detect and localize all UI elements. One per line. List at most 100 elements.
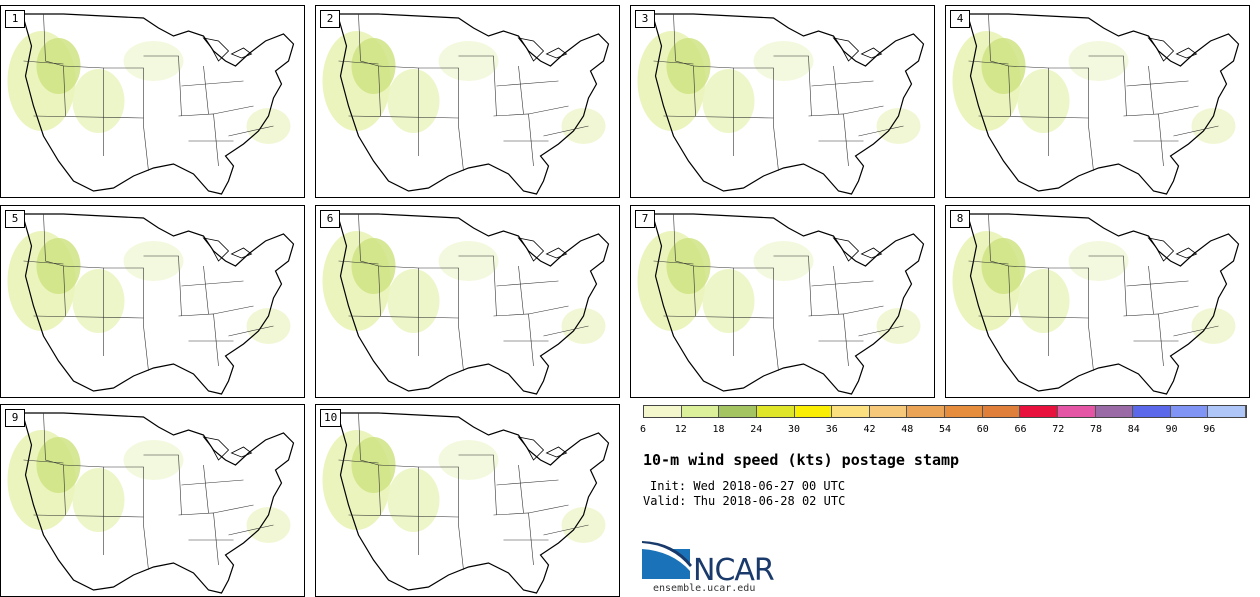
state-border: [33, 315, 144, 319]
state-border: [203, 265, 209, 315]
state-border: [773, 125, 779, 172]
state-border: [978, 115, 1089, 119]
member-panel-7[interactable]: 7: [630, 205, 935, 398]
wind-shading-region: [246, 108, 291, 144]
state-border: [493, 512, 534, 566]
coastline: [8, 412, 295, 594]
member-panel-8[interactable]: 8: [945, 205, 1250, 398]
state-border: [1158, 105, 1199, 115]
state-border: [338, 459, 379, 464]
coastline: [953, 213, 1240, 395]
state-border: [418, 466, 459, 525]
state-border: [1123, 113, 1164, 167]
wind-shading-region: [981, 38, 1026, 94]
state-border: [773, 325, 779, 372]
conus-map: [7, 213, 295, 395]
ncar-logo-icon[interactable]: [642, 541, 792, 585]
state-border: [1148, 265, 1154, 315]
member-label: 3: [635, 10, 655, 28]
state-border: [143, 255, 182, 317]
colorbar-tick-label: 90: [1165, 424, 1178, 435]
wind-shading-region: [387, 269, 440, 333]
wind-shading-region: [246, 507, 291, 543]
colorbar-segment: [719, 406, 757, 417]
colorbar-segment: [869, 406, 908, 417]
wind-shading-region: [72, 468, 125, 532]
conus-map: [7, 412, 295, 594]
state-border: [528, 504, 569, 514]
state-border: [773, 255, 812, 317]
wind-shading-region: [1191, 108, 1236, 144]
wind-shading-region: [387, 69, 440, 133]
state-border: [968, 260, 1009, 265]
state-border: [458, 125, 464, 172]
logo-url[interactable]: ensemble.ucar.edu: [653, 583, 756, 594]
wind-shading-region: [72, 269, 125, 333]
member-panel-6[interactable]: 6: [315, 205, 620, 398]
state-border: [496, 479, 559, 486]
wind-shading-region: [36, 238, 81, 294]
member-panel-5[interactable]: 5: [0, 205, 305, 398]
wind-shading-region: [123, 241, 184, 281]
member-panel-3[interactable]: 3: [630, 5, 935, 198]
colorbar-segment: [1057, 406, 1096, 417]
wind-shading-region: [753, 241, 814, 281]
wind-shading-region: [72, 69, 125, 133]
member-panel-1[interactable]: 1: [0, 5, 305, 198]
member-label: 7: [635, 210, 655, 228]
great-lakes: [517, 237, 568, 262]
member-panel-10[interactable]: 10: [315, 404, 620, 597]
member-panel-9[interactable]: 9: [0, 404, 305, 597]
state-border: [33, 514, 144, 518]
state-border: [178, 313, 219, 367]
conus-map: [952, 13, 1240, 195]
state-border: [143, 55, 182, 117]
member-panel-4[interactable]: 4: [945, 5, 1250, 198]
state-border: [518, 464, 524, 514]
great-lakes: [202, 237, 253, 262]
state-border: [143, 524, 149, 571]
wind-shading-region: [36, 437, 81, 493]
conus-map: [322, 13, 610, 195]
member-panel-2[interactable]: 2: [315, 5, 620, 198]
state-border: [203, 464, 209, 514]
state-border: [1173, 125, 1219, 137]
state-border: [213, 305, 254, 315]
state-border: [181, 479, 244, 486]
wind-shading-region: [702, 69, 755, 133]
state-border: [518, 265, 524, 315]
state-border: [833, 265, 839, 315]
state-border: [528, 305, 569, 315]
state-border: [843, 305, 884, 315]
great-lakes: [1147, 237, 1198, 262]
state-border: [808, 313, 849, 367]
ncar-wordmark: NCAR: [693, 553, 775, 588]
state-border: [203, 65, 209, 115]
wind-shading-region: [438, 41, 499, 81]
colorbar-segment: [1170, 406, 1209, 417]
state-border: [663, 315, 774, 319]
state-border: [496, 80, 559, 87]
member-label: 5: [5, 210, 25, 228]
state-border: [23, 459, 64, 464]
colorbar-segment: [982, 406, 1021, 417]
state-border: [213, 105, 254, 115]
wind-shading-region: [387, 468, 440, 532]
colorbar-tick-label: 66: [1014, 424, 1027, 435]
state-border: [143, 125, 149, 172]
state-border: [348, 514, 459, 518]
state-border: [858, 325, 904, 337]
conus-map: [7, 13, 295, 195]
wind-shading-region: [666, 238, 711, 294]
state-border: [1048, 67, 1089, 126]
state-border: [1148, 65, 1154, 115]
wind-shading-region: [561, 308, 606, 344]
colorbar-tick-label: 12: [674, 424, 687, 435]
member-label: 4: [950, 10, 970, 28]
member-label: 2: [320, 10, 340, 28]
colorbar-segment: [832, 406, 870, 417]
state-border: [23, 60, 64, 65]
colorbar-tick-label: 54: [938, 424, 952, 435]
state-border: [103, 67, 144, 126]
colorbar-segment: [1133, 406, 1171, 417]
